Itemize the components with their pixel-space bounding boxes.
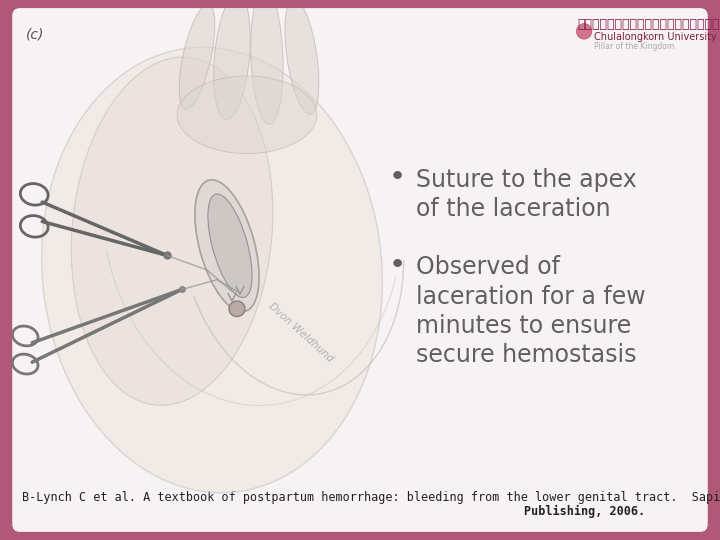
Ellipse shape <box>251 0 283 124</box>
Ellipse shape <box>71 57 273 406</box>
Text: Dvon Weldhund: Dvon Weldhund <box>267 301 336 364</box>
Text: (c): (c) <box>26 28 44 42</box>
Text: •: • <box>389 251 406 279</box>
Text: Observed of: Observed of <box>416 255 560 280</box>
Text: •: • <box>389 163 406 191</box>
Ellipse shape <box>214 0 251 119</box>
Text: Suture to the apex: Suture to the apex <box>416 168 636 192</box>
Text: minutes to ensure: minutes to ensure <box>416 314 631 338</box>
Text: Chulalongkorn University: Chulalongkorn University <box>594 32 716 42</box>
Ellipse shape <box>195 180 259 312</box>
Text: Pillar of the Kingdom: Pillar of the Kingdom <box>594 42 674 51</box>
Text: secure hemostasis: secure hemostasis <box>416 343 636 367</box>
Text: laceration for a few: laceration for a few <box>416 285 646 308</box>
Ellipse shape <box>208 194 252 298</box>
Ellipse shape <box>285 0 319 114</box>
Ellipse shape <box>42 48 382 492</box>
FancyBboxPatch shape <box>12 8 708 532</box>
Text: Publishing, 2006.: Publishing, 2006. <box>524 505 645 518</box>
Text: จุฬาลงกรณ์มหาวิทยาลัย: จุฬาลงกรณ์มหาวิทยาลัย <box>577 18 720 31</box>
Ellipse shape <box>177 76 317 153</box>
Ellipse shape <box>179 4 215 109</box>
Text: of the laceration: of the laceration <box>416 197 611 221</box>
Circle shape <box>577 24 592 39</box>
Circle shape <box>229 301 245 316</box>
Text: B-Lynch C et al. A textbook of postpartum hemorrhage: bleeding from the lower ge: B-Lynch C et al. A textbook of postpartu… <box>22 491 720 504</box>
